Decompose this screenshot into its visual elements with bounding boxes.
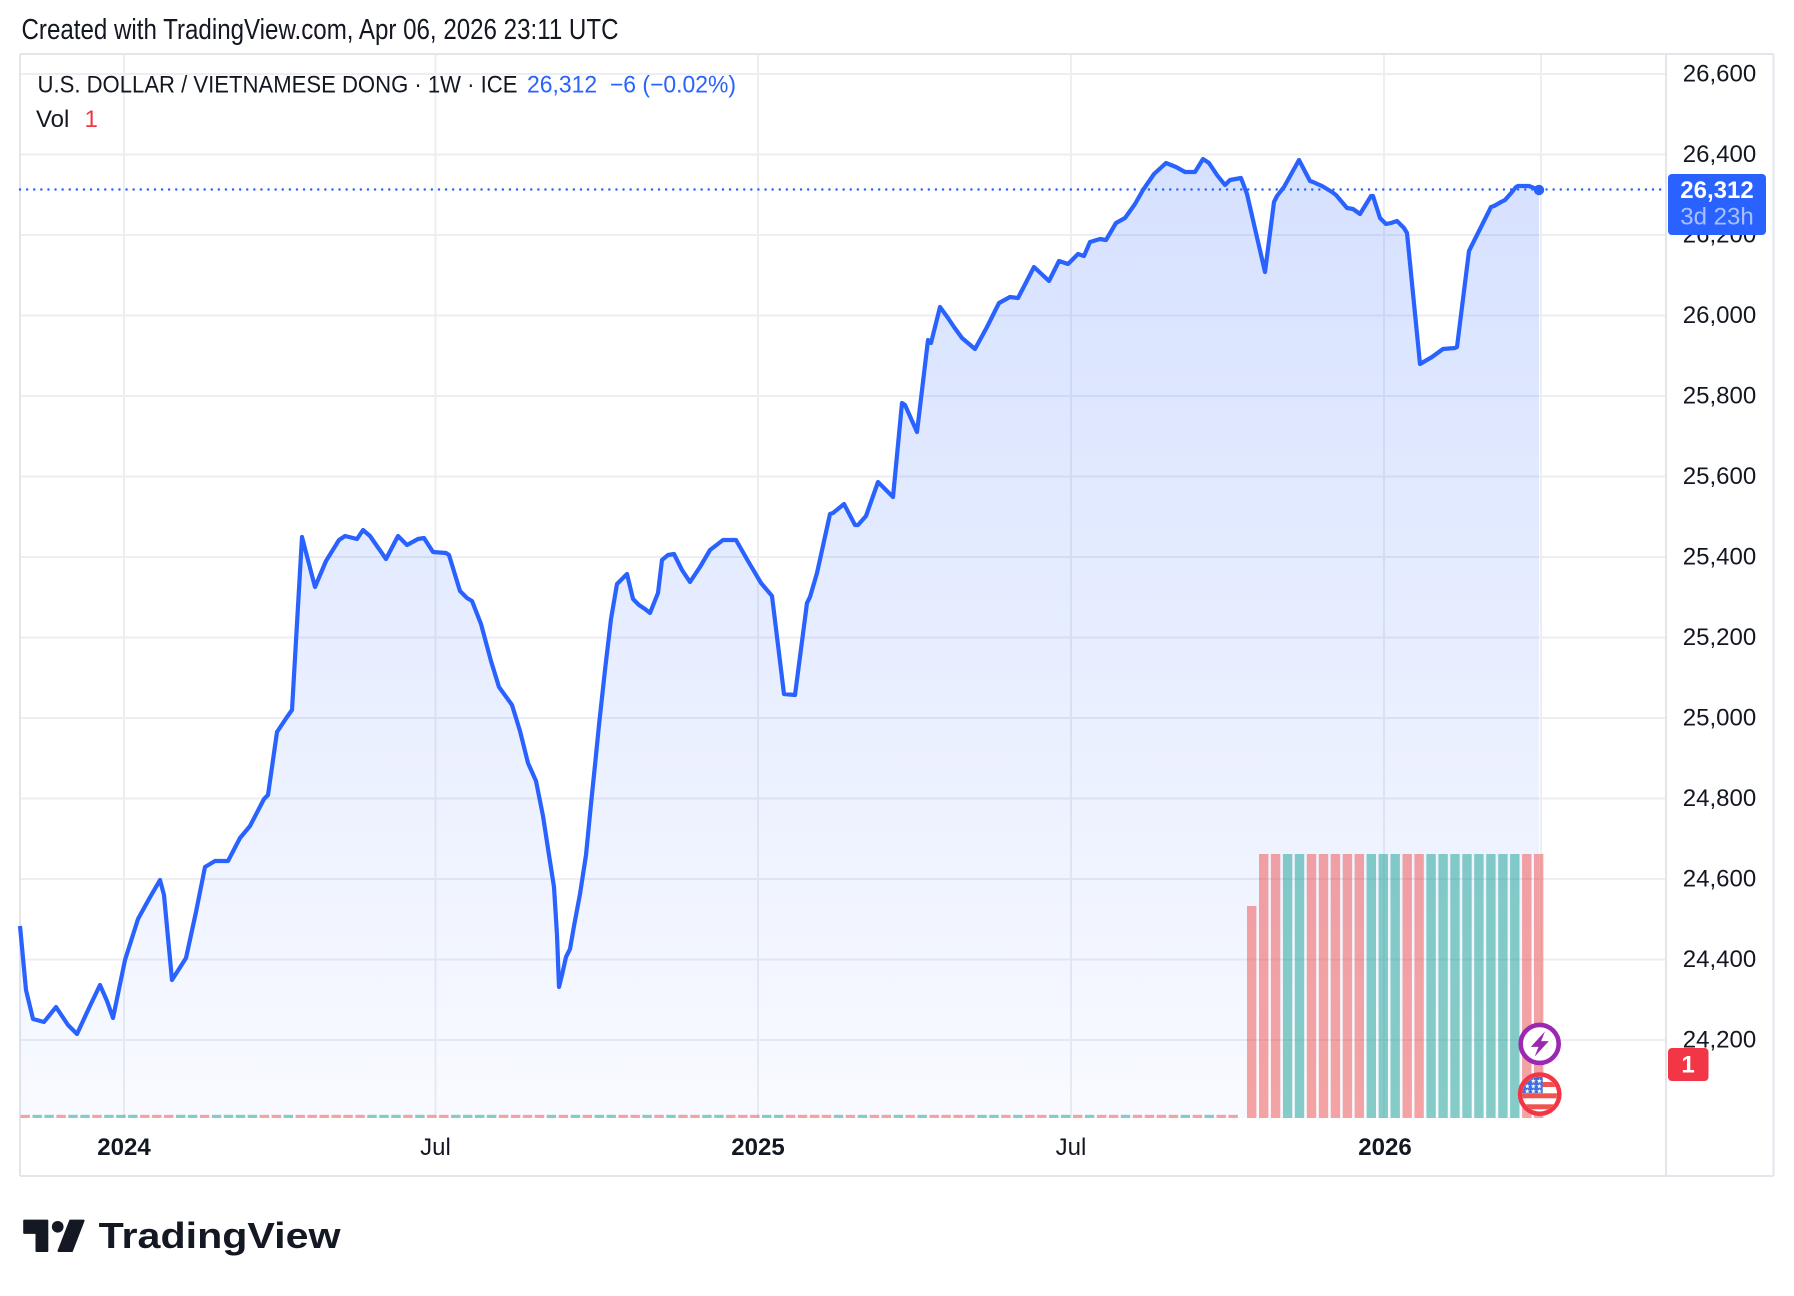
svg-text:Created with TradingView.com,: Created with TradingView.com, Apr 06, 20… xyxy=(22,14,619,46)
svg-text:26,000: 26,000 xyxy=(1683,302,1756,329)
svg-text:Jul: Jul xyxy=(420,1134,451,1161)
svg-text:1: 1 xyxy=(1681,1052,1694,1079)
svg-text:26,312 −6 (−0.02%): 26,312 −6 (−0.02%) xyxy=(527,72,736,99)
svg-text:1: 1 xyxy=(85,106,98,133)
svg-text:24,800: 24,800 xyxy=(1683,785,1756,812)
svg-text:26,600: 26,600 xyxy=(1683,61,1756,88)
svg-text:3d 23h: 3d 23h xyxy=(1680,204,1753,231)
svg-text:Jul: Jul xyxy=(1056,1134,1087,1161)
svg-text:25,200: 25,200 xyxy=(1683,624,1756,651)
svg-text:24,400: 24,400 xyxy=(1683,946,1756,973)
svg-text:26,312: 26,312 xyxy=(1680,177,1753,204)
svg-text:26,400: 26,400 xyxy=(1683,141,1756,168)
svg-text:TradingView: TradingView xyxy=(99,1215,342,1256)
svg-text:Vol: Vol xyxy=(36,106,69,133)
svg-text:U.S. DOLLAR / VIETNAMESE DONG: U.S. DOLLAR / VIETNAMESE DONG · 1W · ICE xyxy=(38,72,518,99)
svg-text:25,600: 25,600 xyxy=(1683,463,1756,490)
svg-text:2026: 2026 xyxy=(1358,1134,1411,1161)
svg-text:25,800: 25,800 xyxy=(1683,383,1756,410)
svg-text:24,600: 24,600 xyxy=(1683,866,1756,893)
svg-text:2024: 2024 xyxy=(97,1134,151,1161)
svg-text:25,400: 25,400 xyxy=(1683,544,1756,571)
svg-text:2025: 2025 xyxy=(731,1134,784,1161)
svg-text:25,000: 25,000 xyxy=(1683,705,1756,732)
